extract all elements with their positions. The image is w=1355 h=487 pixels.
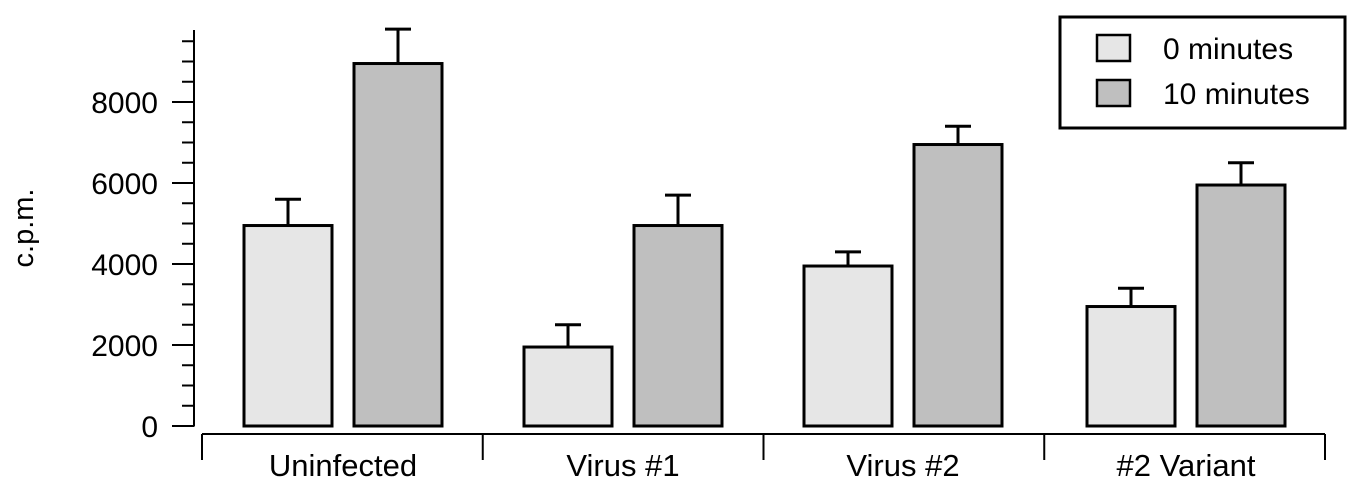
legend: 0 minutes 10 minutes <box>1058 15 1347 130</box>
y-tick-label: 6000 <box>91 168 158 201</box>
x-category-label: Uninfected <box>269 448 417 483</box>
x-axis: Uninfected Virus #1 Virus #2 #2 Variant <box>201 433 1326 483</box>
bar <box>632 224 724 428</box>
bar <box>912 143 1004 428</box>
bar <box>802 264 894 428</box>
y-tick-label: 2000 <box>91 330 158 363</box>
legend-swatch <box>1095 78 1132 108</box>
legend-label: 10 minutes <box>1163 78 1310 111</box>
legend-label: 0 minutes <box>1163 33 1293 66</box>
x-category-label: #2 Variant <box>1116 448 1255 483</box>
y-tick-label: 0 <box>141 411 158 444</box>
legend-swatch <box>1095 33 1132 63</box>
x-category-label: Virus #2 <box>846 448 959 483</box>
y-axis-title: c.p.m. <box>8 189 40 268</box>
bar <box>1195 183 1287 428</box>
bars <box>242 27 1287 428</box>
bar <box>1085 305 1177 428</box>
bar <box>522 345 614 428</box>
y-tick-label: 8000 <box>91 87 158 120</box>
bar <box>352 62 444 428</box>
bar <box>242 224 334 428</box>
y-tick-label: 4000 <box>91 249 158 282</box>
x-category-label: Virus #1 <box>566 448 679 483</box>
y-axis: 0 2000 4000 6000 8000 <box>91 30 195 444</box>
